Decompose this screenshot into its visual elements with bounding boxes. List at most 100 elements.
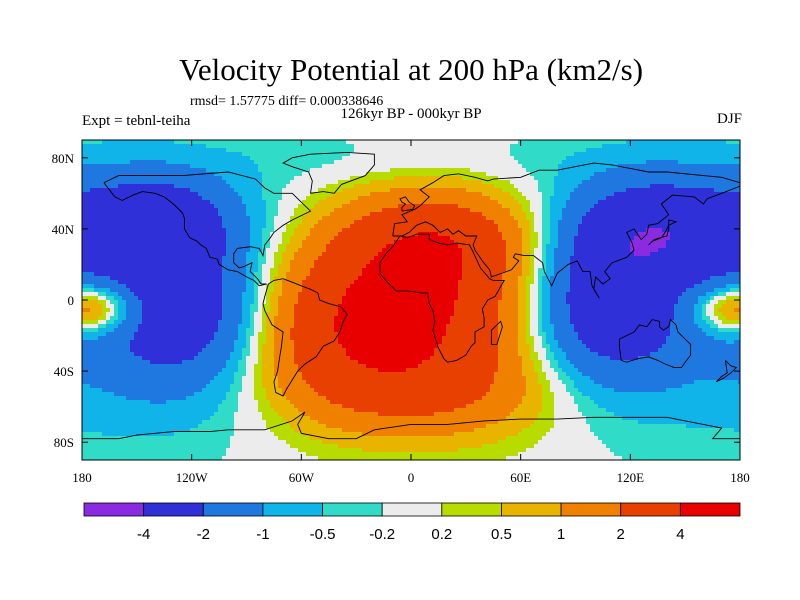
field-cell (546, 148, 551, 153)
field-cell (246, 152, 251, 157)
field-cell (290, 244, 295, 249)
field-cell (682, 212, 687, 217)
field-cell (642, 220, 647, 225)
field-cell (554, 256, 559, 261)
field-cell (658, 232, 663, 237)
field-cell (230, 260, 235, 265)
field-cell (166, 164, 171, 169)
field-cell (158, 256, 163, 261)
field-cell (294, 172, 299, 177)
field-cell (730, 148, 735, 153)
field-cell (538, 216, 543, 221)
field-cell (386, 208, 391, 213)
field-cell (678, 252, 683, 257)
field-cell (486, 236, 491, 241)
field-cell (694, 184, 699, 189)
field-cell (526, 216, 531, 221)
field-cell (594, 244, 599, 249)
field-cell (626, 188, 631, 193)
field-cell (402, 244, 407, 249)
field-cell (258, 192, 263, 197)
field-cell (238, 244, 243, 249)
field-cell (298, 200, 303, 205)
field-cell (522, 196, 527, 201)
field-cell (90, 252, 95, 257)
field-cell (234, 240, 239, 245)
field-cell (610, 204, 615, 209)
field-cell (142, 188, 147, 193)
field-cell (266, 240, 271, 245)
field-cell (658, 244, 663, 249)
field-cell (502, 252, 507, 257)
field-cell (494, 172, 499, 177)
field-cell (162, 244, 167, 249)
field-cell (226, 164, 231, 169)
field-cell (730, 176, 735, 181)
field-cell (86, 188, 91, 193)
field-cell (722, 236, 727, 241)
field-cell (710, 196, 715, 201)
field-cell (566, 216, 571, 221)
field-cell (698, 256, 703, 261)
field-cell (330, 192, 335, 197)
field-cell (458, 232, 463, 237)
field-cell (714, 216, 719, 221)
field-cell (222, 252, 227, 257)
field-cell (382, 168, 387, 173)
field-cell (198, 256, 203, 261)
field-cell (518, 172, 523, 177)
field-cell (382, 160, 387, 165)
field-cell (698, 176, 703, 181)
field-cell (130, 140, 135, 145)
field-cell (402, 156, 407, 161)
field-cell (562, 232, 567, 237)
field-cell (458, 240, 463, 245)
field-cell (466, 244, 471, 249)
field-cell (382, 240, 387, 245)
field-cell (122, 168, 127, 173)
field-cell (386, 172, 391, 177)
field-cell (554, 248, 559, 253)
field-cell (86, 256, 91, 261)
field-cell (530, 172, 535, 177)
field-cell (322, 256, 327, 261)
field-cell (146, 228, 151, 233)
field-cell (398, 176, 403, 181)
field-cell (426, 180, 431, 185)
field-cell (598, 192, 603, 197)
field-cell (674, 168, 679, 173)
field-cell (354, 208, 359, 213)
field-cell (90, 256, 95, 261)
field-cell (534, 196, 539, 201)
field-cell (258, 148, 263, 153)
field-cell (106, 160, 111, 165)
field-cell (698, 204, 703, 209)
field-cell (114, 204, 119, 209)
field-cell (482, 180, 487, 185)
field-cell (286, 232, 291, 237)
field-cell (226, 144, 231, 149)
field-cell (542, 152, 547, 157)
field-cell (610, 188, 615, 193)
field-cell (210, 224, 215, 229)
field-cell (206, 224, 211, 229)
field-cell (82, 172, 87, 177)
field-cell (338, 232, 343, 237)
field-cell (126, 148, 131, 153)
field-cell (142, 184, 147, 189)
field-cell (266, 184, 271, 189)
field-cell (318, 140, 323, 145)
field-cell (654, 204, 659, 209)
field-cell (322, 188, 327, 193)
field-cell (574, 216, 579, 221)
field-cell (678, 248, 683, 253)
field-cell (522, 144, 527, 149)
field-cell (458, 244, 463, 249)
field-cell (634, 248, 639, 253)
field-cell (138, 148, 143, 153)
field-cell (638, 160, 643, 165)
field-cell (434, 208, 439, 213)
field-cell (278, 192, 283, 197)
field-cell (626, 200, 631, 205)
field-cell (170, 180, 175, 185)
